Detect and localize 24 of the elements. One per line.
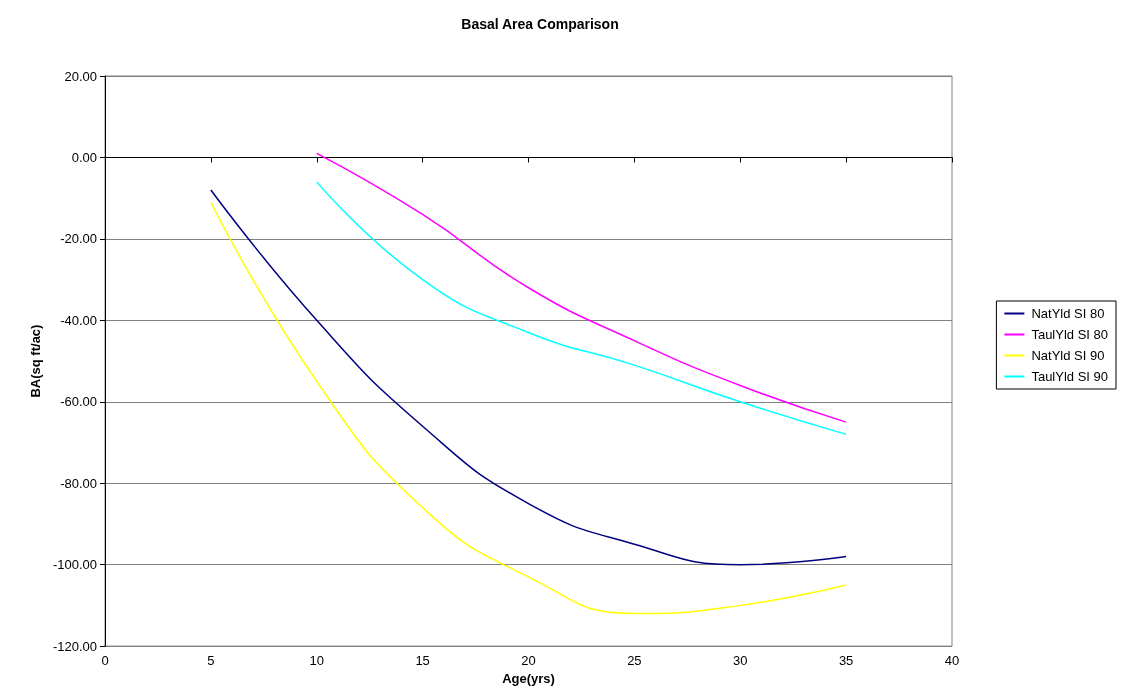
x-tick-label: 0 [101, 653, 109, 669]
x-tick-label: 30 [733, 653, 748, 669]
chart-title: Basal Area Comparison [461, 16, 619, 32]
x-tick-label: 15 [415, 653, 430, 669]
y-tick-label: -120.00 [52, 638, 97, 654]
legend-label: NatYld SI 90 [1031, 348, 1105, 363]
x-tick-label: 40 [944, 653, 960, 669]
y-tick-label: -100.00 [52, 557, 97, 573]
legend-label: TaulYld SI 90 [1031, 369, 1109, 384]
y-axis-title: BA(sq ft/ac) [28, 324, 44, 398]
legend-label: NatYld SI 80 [1031, 306, 1105, 321]
y-tick-label: -60.00 [60, 394, 97, 410]
x-tick-label: 25 [627, 653, 642, 669]
y-tick-label: 20.00 [64, 68, 97, 84]
y-tick-label: -80.00 [60, 475, 97, 491]
x-tick-label: 35 [838, 653, 854, 669]
x-tick-label: 20 [521, 653, 536, 669]
y-tick-label: 0.00 [71, 149, 97, 165]
x-tick-label: 5 [207, 653, 215, 669]
x-axis-title: Age(yrs) [502, 671, 555, 686]
x-tick-label: 10 [309, 653, 324, 669]
y-tick-label: -40.00 [60, 312, 97, 328]
y-tick-label: -20.00 [60, 231, 97, 247]
legend-label: TaulYld SI 80 [1031, 327, 1109, 342]
